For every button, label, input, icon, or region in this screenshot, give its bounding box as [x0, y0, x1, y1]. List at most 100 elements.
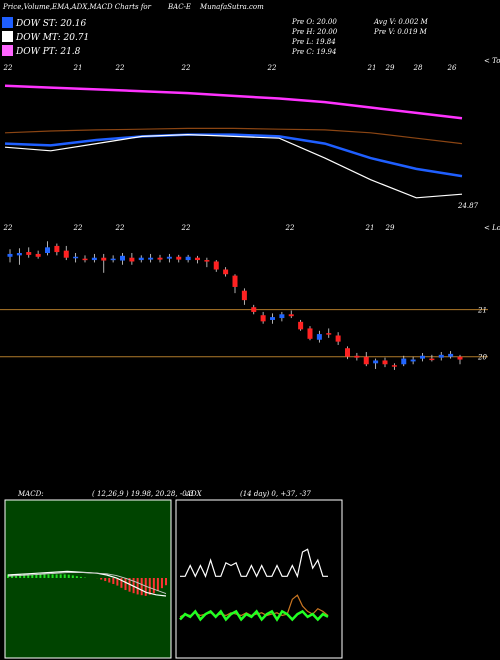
quote-low: Pre L: 19.84: [292, 38, 336, 46]
chart-header-title: Price,Volume,EMA,ADX,MACD Charts for: [3, 3, 151, 11]
candle-body-40: [382, 360, 388, 365]
date-label-top-5: 21: [367, 64, 377, 72]
macd-title: MACD:: [18, 490, 44, 498]
candle-body-31: [298, 321, 304, 330]
macd-signal-line: [7, 572, 167, 595]
legend-swatch-st: [2, 17, 13, 28]
candle-body-28: [270, 317, 275, 320]
candle-body-0: [7, 253, 13, 257]
date-label-top-3: 22: [181, 64, 191, 72]
candle-body-37: [354, 355, 360, 358]
price-hline-label-0: 21: [477, 307, 487, 315]
candle-body-30: [288, 314, 294, 317]
candle-body-21: [204, 260, 210, 262]
candle-body-4: [45, 247, 50, 253]
date-label-top-2: 22: [115, 64, 125, 72]
macd-params: ( 12,26,9 ) 19.98, 20.28, -0.3: [92, 490, 194, 498]
ema-line-2: [4, 133, 463, 178]
candle-body-46: [438, 354, 444, 358]
ema-last-value: 24.87: [457, 202, 479, 210]
adx-panel-bg: [175, 499, 343, 659]
adx-line-white: [180, 548, 328, 579]
candle-body-43: [410, 359, 416, 362]
candle-body-16: [157, 257, 163, 260]
candle-body-27: [260, 315, 266, 322]
date-label-bottom-3: 22: [181, 224, 191, 232]
candle-body-20: [195, 257, 200, 261]
candle-body-3: [35, 253, 41, 257]
quote-avg-volume: Avg V: 0.002 M: [374, 18, 428, 26]
candle-body-36: [345, 348, 350, 357]
legend-swatch-pt: [2, 45, 13, 56]
legend-dow-mt: DOW MT: 20.71: [2, 31, 89, 43]
candle-body-6: [63, 250, 69, 258]
date-label-bottom-1: 22: [73, 224, 83, 232]
date-label-top-7: 28: [413, 64, 423, 72]
candle-body-9: [91, 257, 97, 261]
candle-body-33: [316, 334, 322, 340]
legend-dow-st: DOW ST: 20.16: [2, 17, 86, 29]
adx-line-green: [179, 609, 329, 622]
candle-body-35: [335, 335, 341, 342]
legend-dow-pt: DOW PT: 21.8: [2, 45, 80, 57]
candle-body-7: [73, 256, 79, 259]
date-label-top-1: 21: [73, 64, 83, 72]
date-label-bottom-4: 22: [285, 224, 295, 232]
candle-body-45: [429, 358, 435, 361]
macd-panel-bg: [4, 499, 172, 659]
quote-high: Pre H: 20.00: [292, 28, 338, 36]
candle-body-48: [457, 356, 463, 360]
quote-prev-volume: Pre V: 0.019 M: [374, 28, 427, 36]
site-label: MunafaSutra.com: [200, 3, 264, 11]
candle-body-13: [129, 257, 135, 262]
ema-line-0: [4, 84, 463, 120]
candle-body-19: [185, 256, 191, 261]
date-label-top-0: 22: [3, 64, 13, 72]
candle-body-10: [101, 257, 107, 261]
candle-body-47: [448, 353, 454, 357]
candle-body-1: [16, 253, 22, 256]
candle-body-29: [279, 314, 285, 319]
candle-body-11: [110, 258, 116, 261]
date-label-bottom-2: 22: [115, 224, 125, 232]
legend-swatch-mt: [2, 31, 13, 42]
candle-body-24: [232, 275, 238, 287]
candle-body-23: [223, 269, 229, 275]
date-label-bottom-0: 22: [3, 224, 13, 232]
date-label-top-4: 22: [267, 64, 277, 72]
right-empty-panel: [347, 500, 497, 658]
candle-body-34: [326, 333, 332, 335]
adx-params: (14 day) 0, +37, -37: [240, 490, 311, 498]
candle-body-18: [176, 256, 182, 260]
quote-close: Pre C: 19.94: [292, 48, 337, 56]
ema-line-1: [4, 127, 463, 145]
candle-body-12: [120, 255, 125, 261]
price-hline-label-1: 20: [477, 354, 487, 362]
candle-body-8: [82, 258, 88, 261]
ticker-label: BAC-E: [168, 3, 192, 11]
candle-body-39: [373, 360, 379, 364]
candle-body-17: [166, 256, 172, 259]
date-label-bottom-5: 21: [365, 224, 375, 232]
candle-body-26: [251, 307, 257, 312]
date-label-top-6: 29: [385, 64, 395, 72]
candle-body-25: [241, 290, 247, 301]
candle-body-2: [26, 252, 32, 255]
candle-body-41: [391, 365, 397, 367]
adx-title: ADX: [186, 490, 202, 498]
ema-line-3: [4, 133, 463, 199]
candle-body-32: [307, 328, 313, 339]
ema-right-label-top: < Topo: [484, 57, 500, 65]
candle-body-38: [363, 356, 369, 365]
candle-body-42: [401, 358, 407, 365]
date-label-bottom-6: 29: [385, 224, 395, 232]
candle-body-15: [148, 257, 154, 260]
quote-open: Pre O: 20.00: [292, 18, 337, 26]
price-right-label: < Lows: [484, 224, 500, 232]
candle-body-22: [213, 261, 219, 270]
date-label-top-8: 26: [447, 64, 457, 72]
candle-body-44: [420, 355, 425, 359]
candle-body-14: [138, 257, 144, 261]
